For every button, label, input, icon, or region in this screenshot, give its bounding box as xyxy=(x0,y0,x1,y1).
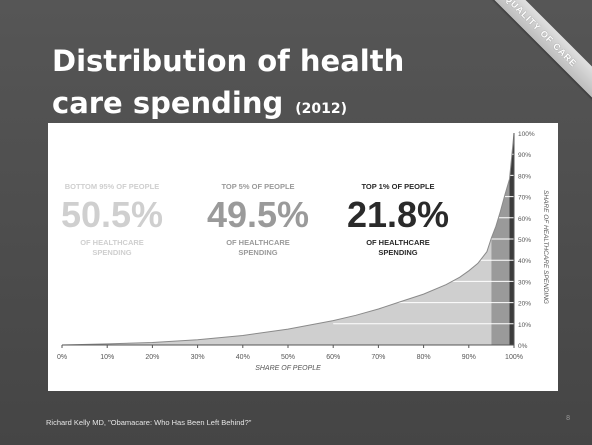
x-tick-label: 0% xyxy=(57,354,67,361)
x-axis-label: SHARE OF PEOPLE xyxy=(255,365,321,372)
y-tick-label: 90% xyxy=(518,152,531,159)
y-tick-label: 0% xyxy=(518,343,528,350)
chart-container: 0% 10% 20% 30% 40% 50% 60% 70% 80% 90% 100% SHARE O… xyxy=(48,123,558,391)
annotation-caption-line2: SPENDING xyxy=(238,248,277,257)
annotation-caption-line1: OF HEALTHCARE xyxy=(80,238,144,247)
page-number: 8 xyxy=(566,415,570,422)
y-tick-label: 30% xyxy=(518,279,531,286)
y-tick-label: 80% xyxy=(518,173,531,180)
x-tick-label: 60% xyxy=(326,354,340,361)
annotation-value: 49.5% xyxy=(207,194,309,235)
x-tick-label: 70% xyxy=(371,354,385,361)
x-tick-label: 50% xyxy=(281,354,295,361)
annotation-caption-line2: SPENDING xyxy=(92,248,131,257)
y-tick-label: 40% xyxy=(518,258,531,265)
annotation-heading: TOP 1% OF PEOPLE xyxy=(361,182,434,191)
annotation-caption-line1: OF HEALTHCARE xyxy=(366,238,430,247)
y-axis-label: SHARE OF HEALTHCARE SPENDING xyxy=(542,190,549,304)
y-tick-label: 50% xyxy=(518,237,531,244)
quality-of-care-ribbon: QUALITY OF CARE xyxy=(473,0,592,99)
annotation-caption-line2: SPENDING xyxy=(378,248,417,257)
annotation-value: 50.5% xyxy=(61,194,163,235)
y-tick-label: 10% xyxy=(518,322,531,329)
y-tick-label: 20% xyxy=(518,301,531,308)
x-tick-label: 90% xyxy=(462,354,476,361)
x-tick-label: 100% xyxy=(505,354,523,361)
title-line-1: Distribution of health xyxy=(52,44,405,78)
slide-title: Distribution of health care spending (201… xyxy=(52,40,452,130)
y-tick-label: 70% xyxy=(518,195,531,202)
title-year: (2012) xyxy=(295,101,348,117)
spending-distribution-chart: 0% 10% 20% 30% 40% 50% 60% 70% 80% 90% 100% SHARE O… xyxy=(57,131,549,372)
title-line-2: care spending (2012) xyxy=(52,82,452,130)
annotation-heading: BOTTOM 95% OF PEOPLE xyxy=(65,182,159,191)
annotation-caption-line1: OF HEALTHCARE xyxy=(226,238,290,247)
x-tick-label: 10% xyxy=(100,354,114,361)
title-line-2-text: care spending xyxy=(52,86,284,120)
y-tick-label: 100% xyxy=(518,131,535,138)
annotation-heading: TOP 5% OF PEOPLE xyxy=(221,182,294,191)
annotation-value: 21.8% xyxy=(347,194,449,235)
citation-footer: Richard Kelly MD, "Obamacare: Who Has Be… xyxy=(46,418,252,427)
x-tick-label: 80% xyxy=(417,354,431,361)
x-tick-label: 20% xyxy=(145,354,159,361)
area-segment-2 xyxy=(491,179,510,345)
x-tick-label: 40% xyxy=(236,354,250,361)
lorenz-curve xyxy=(61,132,515,346)
x-tick-label: 30% xyxy=(191,354,205,361)
area-segment-1 xyxy=(62,237,492,345)
y-tick-label: 60% xyxy=(518,216,531,223)
